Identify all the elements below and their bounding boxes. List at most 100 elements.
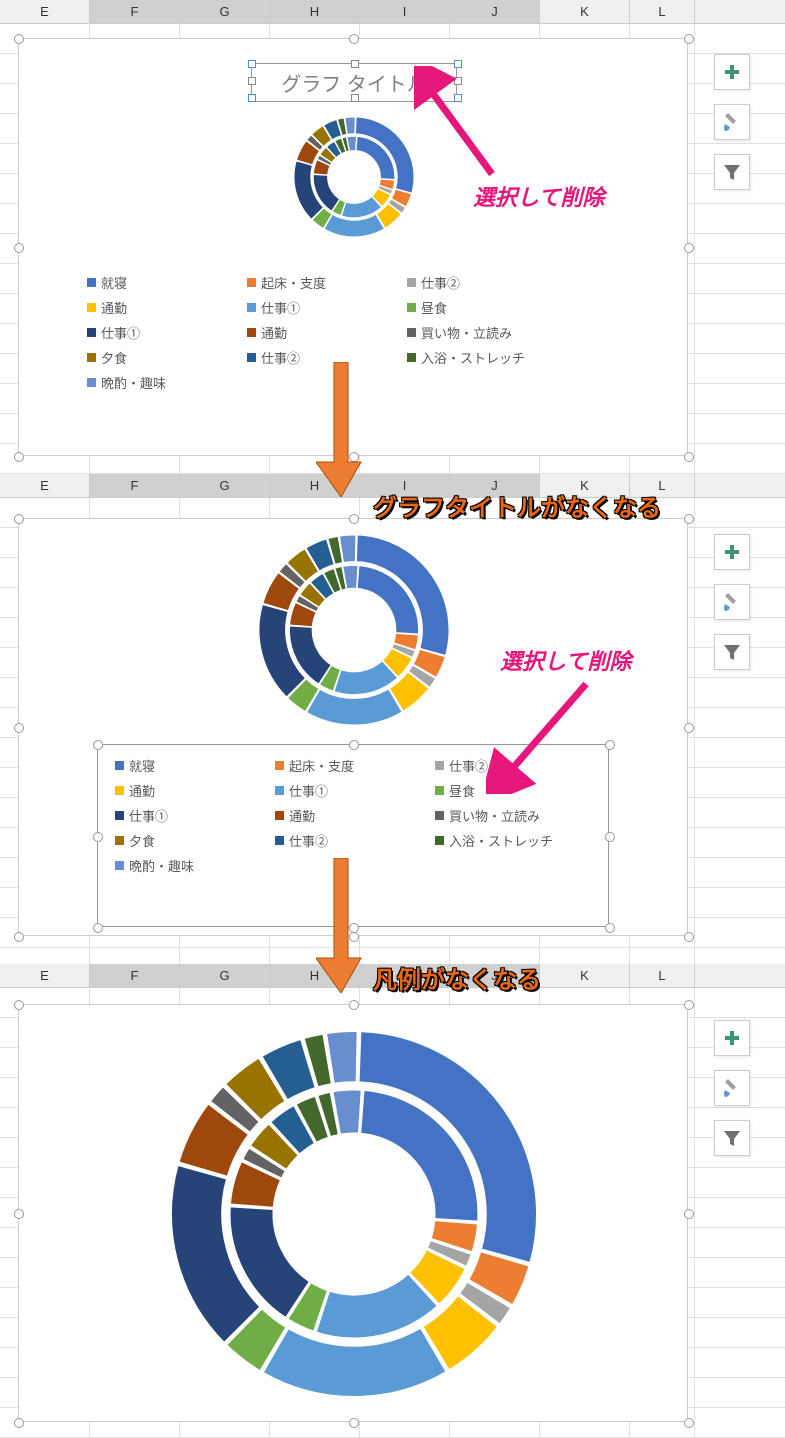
selection-handle[interactable] — [684, 514, 694, 524]
selection-handle[interactable] — [349, 1418, 359, 1428]
legend-label: 起床・支度 — [261, 273, 326, 292]
legend-item[interactable]: 仕事② — [407, 273, 587, 292]
donut-chart-2[interactable] — [259, 535, 449, 725]
legend-handle[interactable] — [93, 923, 103, 933]
chart-elements-button[interactable] — [714, 54, 750, 90]
legend-item[interactable]: 昼食 — [407, 298, 587, 317]
legend-handle[interactable] — [349, 740, 359, 750]
legend-handle[interactable] — [93, 740, 103, 750]
legend-handle[interactable] — [605, 740, 615, 750]
legend-marker-icon — [87, 378, 96, 387]
selection-handle[interactable] — [14, 452, 24, 462]
legend-item[interactable]: 仕事① — [115, 806, 275, 825]
selection-handle[interactable] — [14, 243, 24, 253]
column-header-E[interactable]: E — [0, 0, 90, 23]
title-handle[interactable] — [351, 94, 359, 102]
title-handle[interactable] — [248, 60, 256, 68]
legend-item[interactable]: 通勤 — [247, 323, 407, 342]
legend-item[interactable]: 買い物・立読み — [407, 323, 587, 342]
chart-styles-button-2[interactable] — [714, 584, 750, 620]
selection-handle[interactable] — [14, 34, 24, 44]
column-header-G[interactable]: G — [180, 964, 270, 987]
chart-styles-button-3[interactable] — [714, 1070, 750, 1106]
donut-chart-3[interactable] — [171, 1031, 537, 1397]
column-header-L[interactable]: L — [630, 0, 695, 23]
chart-elements-button-2[interactable] — [714, 534, 750, 570]
selection-handle[interactable] — [14, 723, 24, 733]
chart-elements-button-3[interactable] — [714, 1020, 750, 1056]
legend-item[interactable]: 起床・支度 — [275, 756, 435, 775]
legend-marker-icon — [247, 278, 256, 287]
legend-item[interactable]: 晩酌・趣味 — [115, 856, 275, 875]
selection-handle[interactable] — [684, 1418, 694, 1428]
selection-handle[interactable] — [684, 723, 694, 733]
title-handle[interactable] — [351, 60, 359, 68]
legend-item[interactable]: 通勤 — [115, 781, 275, 800]
selection-handle[interactable] — [14, 1209, 24, 1219]
column-header-F[interactable]: F — [90, 0, 180, 23]
legend-item[interactable]: 夕食 — [87, 348, 247, 367]
selection-handle[interactable] — [14, 1418, 24, 1428]
selection-handle[interactable] — [349, 514, 359, 524]
legend-label: 仕事② — [261, 348, 300, 367]
legend-handle[interactable] — [93, 832, 103, 842]
legend-marker-icon — [247, 328, 256, 337]
column-header-L[interactable]: L — [630, 964, 695, 987]
legend-item[interactable]: 就寝 — [115, 756, 275, 775]
selection-handle[interactable] — [14, 932, 24, 942]
legend-item[interactable]: 晩酌・趣味 — [87, 373, 247, 392]
chart-styles-button[interactable] — [714, 104, 750, 140]
legend-item[interactable]: 仕事① — [275, 781, 435, 800]
column-header-G[interactable]: G — [180, 0, 270, 23]
donut-chart-1[interactable] — [294, 117, 414, 237]
chart-filters-button-2[interactable] — [714, 634, 750, 670]
selection-handle[interactable] — [684, 452, 694, 462]
column-header-K[interactable]: K — [540, 964, 630, 987]
legend-item[interactable]: 買い物・立読み — [435, 806, 615, 825]
selection-handle[interactable] — [14, 1000, 24, 1010]
selection-handle[interactable] — [684, 1000, 694, 1010]
selection-handle[interactable] — [684, 34, 694, 44]
column-header-E[interactable]: E — [0, 474, 90, 497]
title-handle[interactable] — [248, 94, 256, 102]
column-header-K[interactable]: K — [540, 0, 630, 23]
column-header-J[interactable]: J — [450, 0, 540, 23]
legend-item[interactable]: 起床・支度 — [247, 273, 407, 292]
selection-handle[interactable] — [349, 1000, 359, 1010]
legend-marker-icon — [87, 328, 96, 337]
selection-handle[interactable] — [684, 1209, 694, 1219]
selection-handle[interactable] — [684, 243, 694, 253]
legend-item[interactable]: 入浴・ストレッチ — [407, 348, 587, 367]
column-header-F[interactable]: F — [90, 474, 180, 497]
chart-object-3[interactable] — [18, 1004, 688, 1422]
legend-marker-icon — [87, 353, 96, 362]
selection-handle[interactable] — [14, 514, 24, 524]
legend-label: 夕食 — [129, 831, 155, 850]
chart-filters-button[interactable] — [714, 154, 750, 190]
legend-marker-icon — [407, 278, 416, 287]
legend-item[interactable]: 通勤 — [275, 806, 435, 825]
selection-handle[interactable] — [684, 932, 694, 942]
column-header-I[interactable]: I — [360, 0, 450, 23]
legend-item[interactable]: 仕事① — [87, 323, 247, 342]
column-header-E[interactable]: E — [0, 964, 90, 987]
chart-filters-button-3[interactable] — [714, 1120, 750, 1156]
legend-item[interactable]: 仕事② — [275, 831, 435, 850]
selection-handle[interactable] — [349, 34, 359, 44]
legend-item[interactable]: 入浴・ストレッチ — [435, 831, 615, 850]
column-header-G[interactable]: G — [180, 474, 270, 497]
legend-item[interactable]: 通勤 — [87, 298, 247, 317]
legend-marker-icon — [115, 861, 124, 870]
title-handle[interactable] — [248, 77, 256, 85]
legend-label: 夕食 — [101, 348, 127, 367]
legend-label: 仕事② — [421, 273, 460, 292]
legend-handle[interactable] — [605, 923, 615, 933]
column-header-H[interactable]: H — [270, 0, 360, 23]
legend-item[interactable]: 夕食 — [115, 831, 275, 850]
legend-item[interactable]: 仕事① — [247, 298, 407, 317]
legend-handle[interactable] — [605, 832, 615, 842]
legend-item[interactable]: 就寝 — [87, 273, 247, 292]
legend-marker-icon — [275, 811, 284, 820]
column-header-F[interactable]: F — [90, 964, 180, 987]
legend-label: 入浴・ストレッチ — [421, 348, 525, 367]
